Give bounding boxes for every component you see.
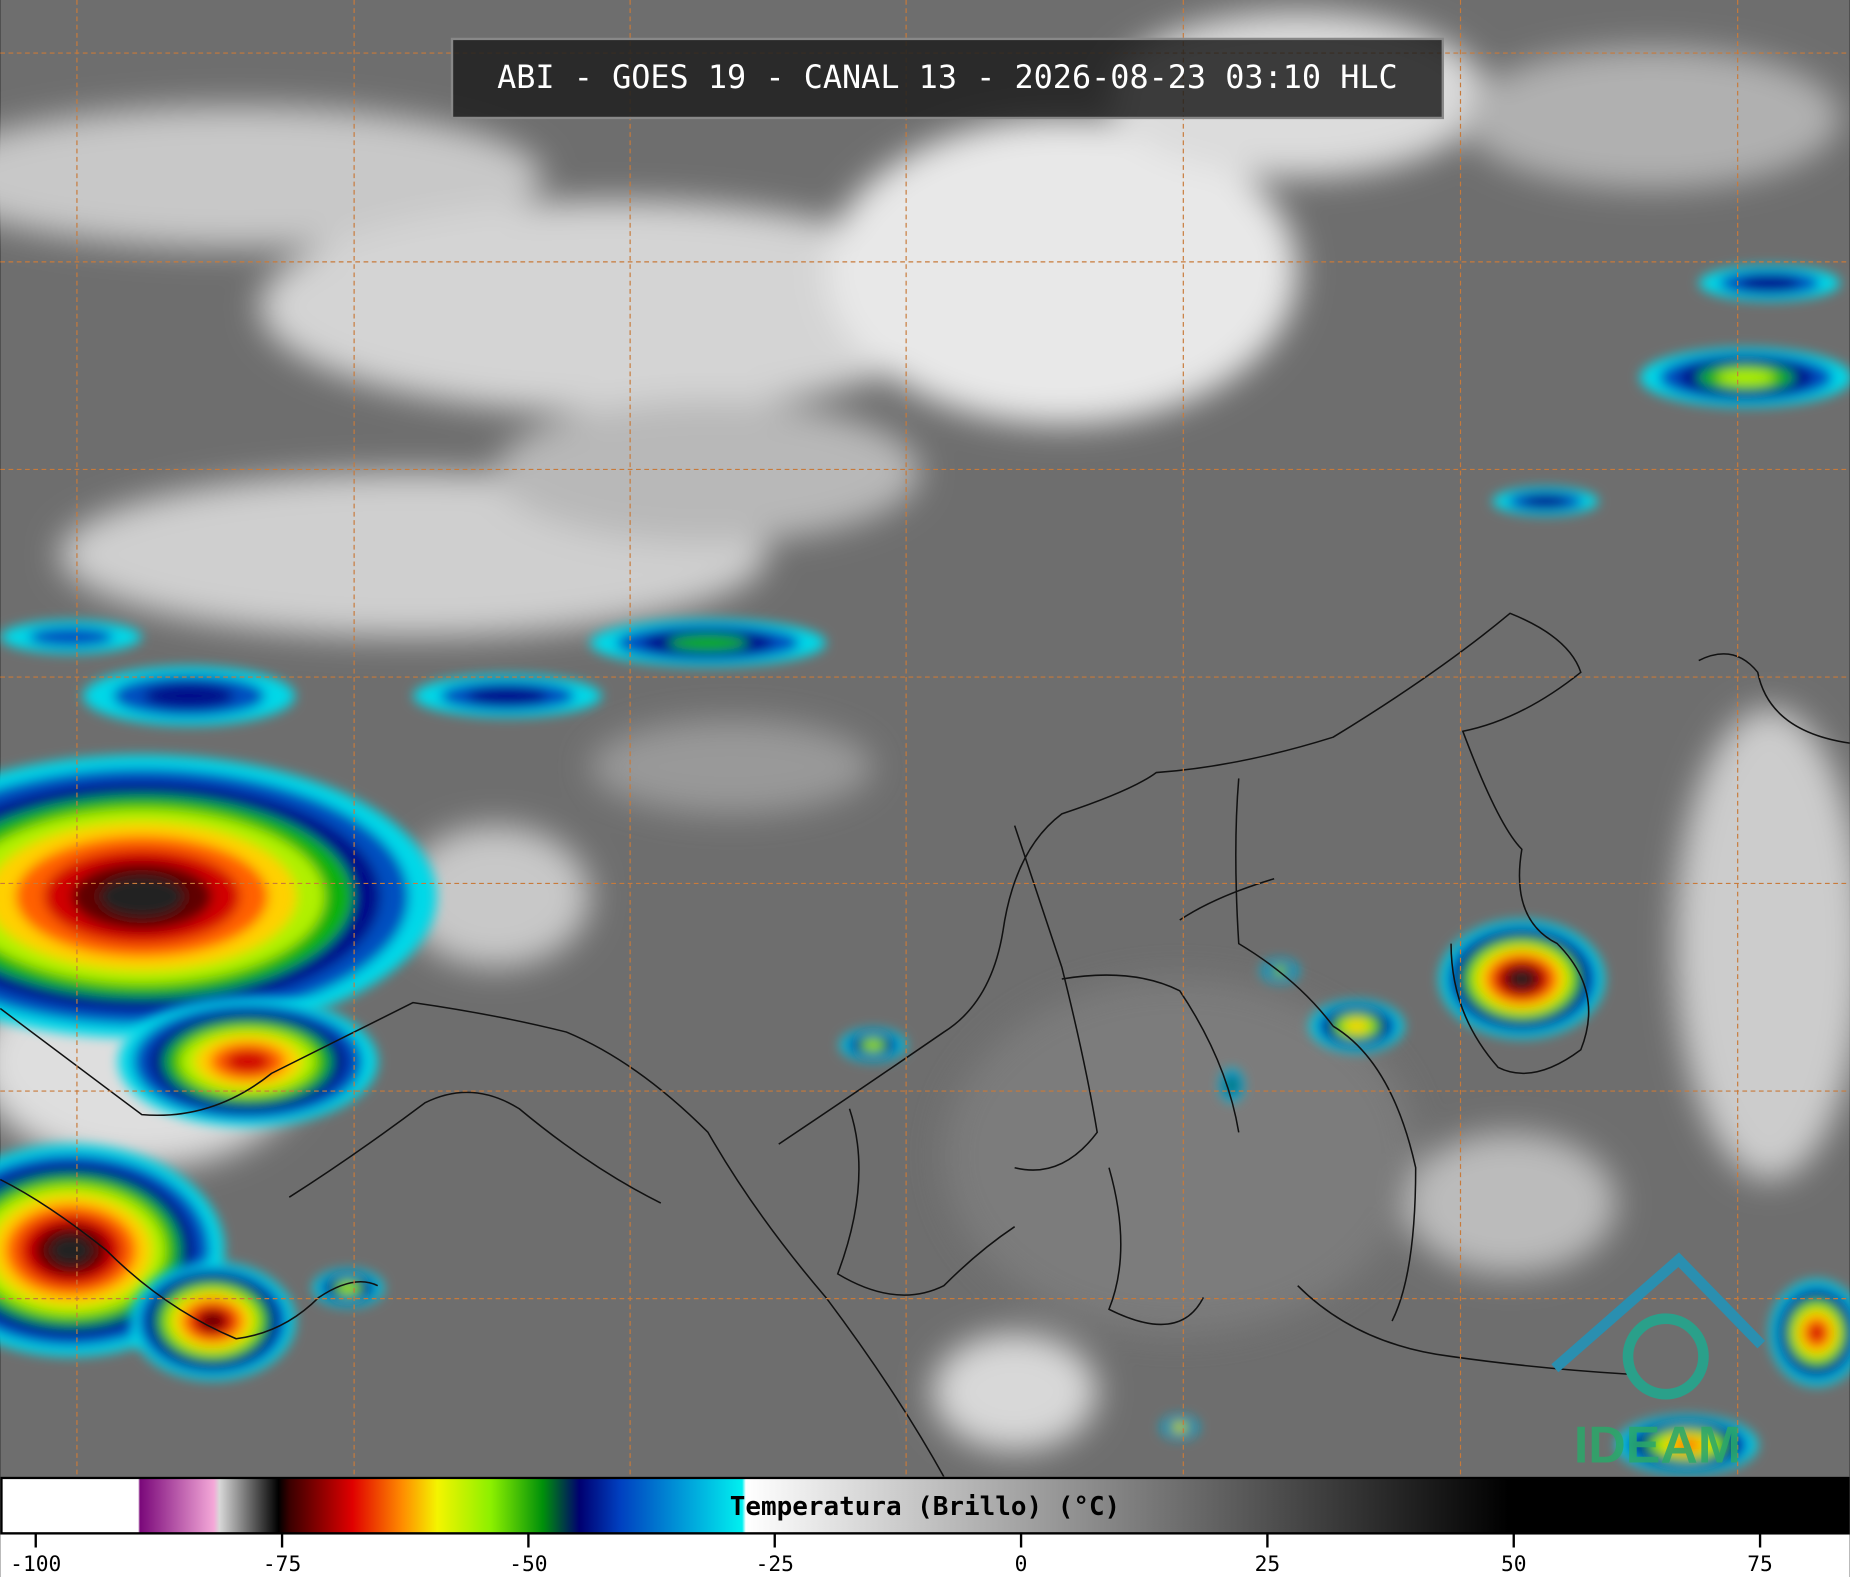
storm-ring [467,686,548,706]
storm [1492,487,1599,516]
storm [1698,265,1841,301]
storm [0,754,437,1038]
tick-label: 50 [1501,1552,1527,1577]
storm [1219,1068,1244,1102]
storm-ring [1672,1438,1702,1451]
storm [1616,1415,1758,1475]
logo: IDEAM [1551,1252,1766,1474]
tick-label: 25 [1255,1552,1281,1577]
tick-label: -75 [263,1552,301,1577]
storm-ring [338,1282,358,1294]
storm [1160,1415,1199,1439]
storm-ring [1808,1323,1826,1343]
title: ABI - GOES 19 - CANAL 13 - 2026-08-23 03… [497,58,1398,96]
storm-ring [143,683,235,709]
storm [0,620,142,654]
tick-label: -25 [756,1552,794,1577]
storm-ring [1345,1020,1368,1033]
storm [130,1262,296,1381]
tick-label: 0 [1015,1552,1028,1577]
colorbar [0,1476,1850,1535]
logo-text: IDEAM [1574,1416,1741,1474]
storm [413,674,602,718]
title-box: ABI - GOES 19 - CANAL 13 - 2026-08-23 03… [450,37,1444,120]
storm [840,1028,907,1062]
storm-ring [1175,1424,1185,1430]
storm [118,996,378,1127]
storm-ring [199,1311,226,1331]
storm-ring [1739,275,1800,291]
storm-ring [99,876,184,917]
storm [1639,347,1850,407]
tick-label: -100 [10,1552,61,1577]
storm-ring [668,634,748,651]
storm-ring [28,627,114,647]
colorbar-axis: -100 -75 -50 -25 0 25 50 75 [10,1533,1773,1577]
storm [590,619,826,667]
cloud-field [0,11,1850,1451]
storm-ring [225,1050,271,1074]
storm [82,666,296,726]
tick-label: -50 [509,1552,547,1577]
tick-label: 75 [1747,1552,1773,1577]
storm [312,1269,384,1307]
storm-ring [1716,369,1775,386]
storm-ring [1227,1079,1236,1091]
storm-ring [1510,970,1534,988]
colorbar-title: Temperatura (Brillo) (°C) [730,1492,1120,1522]
storm [1769,1279,1850,1386]
storm-ring [864,1040,883,1050]
coastlines [0,612,1850,1478]
storm [1439,920,1605,1038]
storm-ring [1522,495,1569,508]
storm-ring [49,1235,93,1266]
